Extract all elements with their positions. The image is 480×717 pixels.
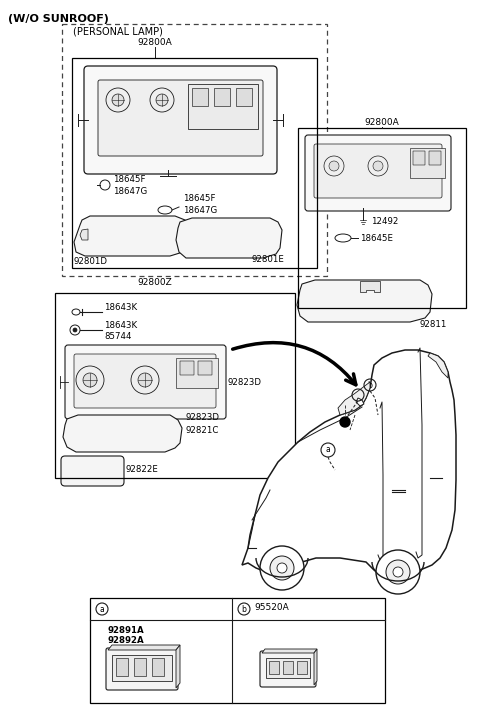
Circle shape — [156, 94, 168, 106]
Polygon shape — [314, 649, 317, 685]
Circle shape — [373, 161, 383, 171]
Text: 18647G: 18647G — [113, 187, 147, 196]
Text: 92891A: 92891A — [108, 626, 144, 635]
Bar — [283, 661, 293, 674]
Bar — [112, 655, 172, 681]
Bar — [266, 658, 310, 678]
Polygon shape — [176, 645, 180, 688]
Polygon shape — [428, 353, 448, 378]
Bar — [413, 151, 425, 165]
FancyBboxPatch shape — [305, 135, 451, 211]
Polygon shape — [338, 382, 370, 415]
Polygon shape — [63, 415, 182, 452]
FancyBboxPatch shape — [106, 648, 178, 690]
Text: 92811: 92811 — [420, 320, 447, 329]
Bar — [192, 88, 208, 106]
FancyBboxPatch shape — [260, 651, 316, 687]
Text: b: b — [368, 381, 372, 389]
Polygon shape — [242, 350, 456, 576]
Text: (PERSONAL LAMP): (PERSONAL LAMP) — [73, 26, 163, 36]
Circle shape — [376, 550, 420, 594]
Text: (W/O SUNROOF): (W/O SUNROOF) — [8, 14, 109, 24]
Text: 92800Z: 92800Z — [138, 278, 172, 287]
Circle shape — [277, 563, 287, 573]
Bar — [90, 598, 385, 703]
Bar — [180, 361, 194, 375]
Text: 85744: 85744 — [104, 332, 132, 341]
Text: 18647G: 18647G — [183, 206, 217, 215]
Text: 92822E: 92822E — [125, 465, 158, 474]
Bar — [152, 658, 164, 676]
Polygon shape — [360, 281, 380, 292]
Text: 92823D: 92823D — [185, 413, 219, 422]
Circle shape — [112, 94, 124, 106]
Text: a: a — [325, 445, 330, 455]
FancyBboxPatch shape — [61, 456, 124, 486]
Bar — [198, 361, 212, 375]
FancyBboxPatch shape — [65, 345, 226, 419]
FancyBboxPatch shape — [74, 354, 216, 408]
Circle shape — [393, 567, 403, 577]
Polygon shape — [297, 280, 432, 322]
Text: 18643K: 18643K — [104, 321, 137, 330]
Text: 92892A: 92892A — [108, 636, 144, 645]
Circle shape — [138, 373, 152, 387]
Text: 95520A: 95520A — [254, 603, 289, 612]
Polygon shape — [176, 218, 282, 258]
Text: 18645E: 18645E — [360, 234, 393, 243]
Bar — [410, 148, 445, 178]
Circle shape — [329, 161, 339, 171]
Text: 92823D: 92823D — [228, 378, 262, 387]
Bar — [297, 661, 307, 674]
Bar — [62, 24, 327, 276]
Bar — [236, 88, 252, 106]
Text: b: b — [241, 604, 246, 614]
Text: a: a — [356, 391, 360, 399]
Bar — [72, 58, 317, 268]
FancyBboxPatch shape — [98, 80, 263, 156]
Polygon shape — [80, 229, 88, 240]
Circle shape — [270, 556, 294, 580]
Bar — [134, 658, 146, 676]
Text: 92801E: 92801E — [252, 255, 285, 264]
Bar — [298, 128, 466, 308]
Bar — [188, 84, 258, 129]
Bar — [55, 293, 295, 478]
Bar — [214, 88, 230, 106]
Text: 18645F: 18645F — [113, 175, 145, 184]
Circle shape — [83, 373, 97, 387]
Bar — [116, 658, 128, 676]
Circle shape — [340, 417, 350, 427]
Polygon shape — [74, 216, 190, 256]
Text: 18643K: 18643K — [104, 303, 137, 312]
Bar — [176, 358, 218, 388]
Text: 92800A: 92800A — [138, 38, 172, 47]
Text: 92800A: 92800A — [365, 118, 399, 127]
FancyBboxPatch shape — [314, 144, 442, 198]
Text: 92821C: 92821C — [185, 426, 218, 435]
Polygon shape — [356, 398, 364, 406]
Bar — [429, 151, 441, 165]
Bar — [269, 661, 279, 674]
Polygon shape — [108, 645, 180, 650]
Text: 18645F: 18645F — [183, 194, 216, 203]
Circle shape — [73, 328, 77, 332]
Circle shape — [386, 560, 410, 584]
FancyBboxPatch shape — [84, 66, 277, 174]
Text: a: a — [100, 604, 104, 614]
Text: 12492: 12492 — [371, 217, 398, 226]
Text: 92801D: 92801D — [74, 257, 108, 266]
Circle shape — [260, 546, 304, 590]
Polygon shape — [262, 649, 317, 653]
